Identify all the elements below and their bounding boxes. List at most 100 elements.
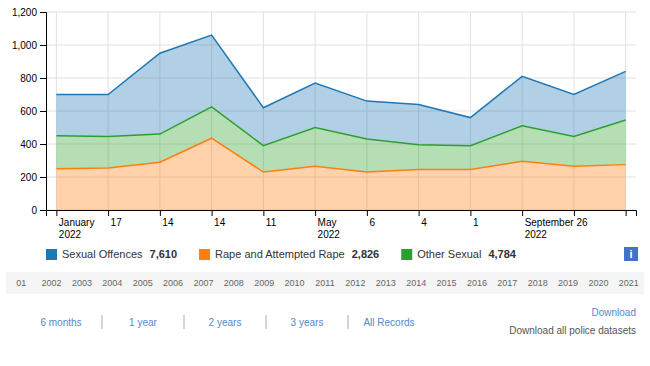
time-filter-separator — [348, 315, 349, 329]
year-label[interactable]: 2007 — [193, 278, 213, 288]
year-label[interactable]: 2009 — [254, 278, 274, 288]
time-filter[interactable]: 3 years — [291, 317, 324, 328]
year-label[interactable]: 2015 — [437, 278, 457, 288]
tick: 11 — [264, 210, 277, 228]
tick: 0 — [31, 205, 46, 216]
year-label[interactable]: 2012 — [345, 278, 365, 288]
area — [56, 107, 625, 172]
time-filter[interactable]: 1 year — [129, 317, 157, 328]
tick-label: 11 — [266, 217, 277, 228]
tick-mark — [470, 210, 471, 216]
tick: 600 — [20, 106, 46, 117]
year-label[interactable]: 2021 — [619, 278, 639, 288]
legend: Sexual Offences 7,610 Rape and Attempted R… — [46, 248, 517, 260]
line — [56, 107, 625, 146]
tick-label: 200 — [20, 172, 37, 183]
year-label[interactable]: 2003 — [72, 278, 92, 288]
tick-label: 800 — [20, 73, 37, 84]
footer-link[interactable]: Download all police datasets — [509, 325, 636, 336]
tick-mark — [108, 210, 109, 216]
x-axis: January 202217141411May 2022641September… — [47, 210, 637, 240]
info-button[interactable]: i — [624, 247, 638, 261]
year-label[interactable]: 2006 — [163, 278, 183, 288]
tick-mark — [315, 210, 316, 216]
tick: 17 — [109, 210, 123, 228]
tick: 4 — [419, 210, 427, 228]
tick-mark — [40, 45, 46, 46]
time-filter-separator — [184, 315, 185, 329]
time-filter-separator — [266, 315, 267, 329]
year-label[interactable]: 2017 — [497, 278, 517, 288]
year-label[interactable]: 2010 — [285, 278, 305, 288]
grid-line-y — [46, 45, 636, 46]
legend-value: 7,610 — [150, 248, 178, 260]
tick: 14 — [160, 210, 174, 228]
tick-mark — [40, 177, 46, 178]
year-label[interactable]: 2018 — [528, 278, 548, 288]
tick-mark — [212, 210, 213, 216]
year-label[interactable]: 2008 — [224, 278, 244, 288]
tick: September 2022 — [523, 210, 577, 240]
legend-label: Sexual Offences — [62, 248, 143, 260]
legend-label: Rape and Attempted Rape — [215, 248, 345, 260]
legend-item: Sexual Offences 7,610 — [46, 248, 177, 260]
tick-label: May 2022 — [318, 217, 341, 240]
time-filter[interactable]: 2 years — [209, 317, 242, 328]
legend-value: 2,826 — [352, 248, 380, 260]
line — [56, 35, 625, 118]
footer-link[interactable]: Download — [592, 307, 636, 318]
tick-mark — [367, 210, 368, 216]
legend-item: Other Sexual4,784 — [401, 248, 517, 260]
tick-mark — [40, 78, 46, 79]
year-label[interactable]: 2016 — [467, 278, 487, 288]
tick-mark — [263, 210, 264, 216]
tick-mark — [40, 144, 46, 145]
tick-mark — [40, 111, 46, 112]
tick: 1,200 — [12, 7, 46, 18]
plot-area — [56, 35, 625, 210]
tick: 1,000 — [12, 40, 46, 51]
year-label[interactable]: 2004 — [102, 278, 122, 288]
legend-swatch — [401, 249, 412, 260]
tick-label: 400 — [20, 139, 37, 150]
tick: 1 — [471, 210, 479, 228]
year-label[interactable]: 2013 — [376, 278, 396, 288]
tick-label: 1 — [473, 217, 479, 228]
tick-mark — [626, 210, 627, 216]
year-label[interactable]: 2011 — [315, 278, 334, 288]
info-button-box[interactable] — [624, 247, 638, 261]
tick-mark — [522, 210, 523, 216]
year-label[interactable]: 01 — [16, 278, 26, 288]
tick-label: January 2022 — [59, 217, 97, 240]
year-label[interactable]: 2019 — [558, 278, 578, 288]
year-label[interactable]: 2014 — [406, 278, 426, 288]
tick-mark — [56, 210, 57, 216]
tick: May 2022 — [316, 210, 341, 240]
legend-label: Other Sexual — [417, 248, 481, 260]
year-bar-background — [6, 272, 644, 294]
tick — [626, 210, 627, 216]
tick-label: 600 — [20, 106, 37, 117]
tick: 400 — [20, 139, 46, 150]
year-label[interactable]: 2020 — [588, 278, 608, 288]
area — [56, 35, 625, 146]
legend-swatch — [199, 249, 210, 260]
grid-line-y — [46, 12, 636, 13]
tick: 800 — [20, 73, 46, 84]
tick: 200 — [20, 172, 46, 183]
year-label[interactable]: 2002 — [42, 278, 62, 288]
time-filter[interactable]: 6 months — [40, 317, 81, 328]
time-filter[interactable]: All Records — [363, 317, 414, 328]
year-label[interactable]: 2005 — [133, 278, 153, 288]
legend-swatch — [46, 249, 57, 260]
tick-mark — [40, 12, 46, 13]
tick-mark — [40, 210, 46, 211]
tick: 26 — [574, 210, 588, 228]
info-button-label[interactable]: i — [629, 248, 632, 260]
tick-label: 0 — [31, 205, 37, 216]
tick-label: 14 — [214, 217, 226, 228]
y-axis: 0 200 400 600 800 1,000 1,200 — [12, 7, 47, 216]
tick-mark — [419, 210, 420, 216]
time-filter-separator — [102, 315, 103, 329]
grid — [46, 12, 636, 210]
